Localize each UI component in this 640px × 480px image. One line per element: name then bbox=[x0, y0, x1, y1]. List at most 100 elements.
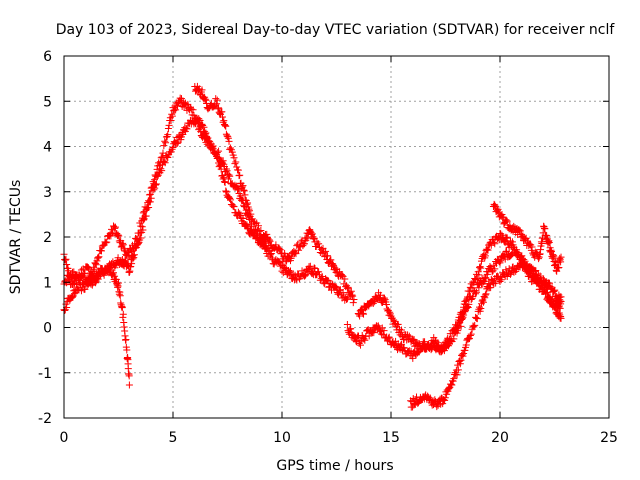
data-point bbox=[214, 155, 222, 163]
data-point bbox=[182, 124, 190, 132]
data-point bbox=[164, 153, 172, 161]
data-point bbox=[90, 265, 98, 273]
data-point bbox=[227, 144, 235, 152]
data-point bbox=[275, 245, 283, 253]
data-point bbox=[349, 299, 357, 307]
data-point bbox=[350, 296, 358, 304]
data-point bbox=[287, 267, 295, 275]
data-point bbox=[97, 247, 105, 255]
data-point bbox=[482, 274, 490, 282]
data-point bbox=[232, 158, 240, 166]
data-point bbox=[502, 233, 510, 241]
data-point bbox=[315, 240, 323, 248]
series-track-h bbox=[489, 200, 565, 275]
data-point bbox=[215, 147, 223, 155]
data-point bbox=[134, 239, 142, 247]
data-point bbox=[472, 290, 480, 298]
data-point bbox=[456, 360, 464, 368]
data-point bbox=[277, 260, 285, 268]
x-tick-label: 5 bbox=[169, 430, 178, 446]
data-point bbox=[189, 106, 197, 114]
data-point bbox=[495, 258, 503, 266]
data-point bbox=[532, 266, 540, 274]
data-point bbox=[516, 227, 524, 235]
data-point bbox=[236, 192, 244, 200]
data-point bbox=[475, 284, 483, 292]
data-point bbox=[542, 283, 550, 291]
data-point bbox=[183, 125, 191, 133]
data-point bbox=[320, 248, 328, 256]
data-point bbox=[460, 311, 468, 319]
data-point bbox=[308, 270, 316, 278]
data-point bbox=[221, 121, 229, 129]
data-point bbox=[545, 294, 553, 302]
data-point bbox=[306, 262, 314, 270]
data-point bbox=[255, 227, 263, 235]
data-point bbox=[240, 186, 248, 194]
data-point bbox=[202, 96, 210, 104]
data-point bbox=[227, 196, 235, 204]
data-point bbox=[222, 187, 230, 195]
data-point bbox=[472, 288, 480, 296]
data-point bbox=[220, 174, 228, 182]
data-point bbox=[410, 401, 418, 409]
data-point bbox=[551, 286, 559, 294]
data-point bbox=[150, 186, 158, 194]
data-point bbox=[405, 347, 413, 355]
data-point bbox=[300, 240, 308, 248]
data-point bbox=[236, 171, 244, 179]
data-point bbox=[545, 279, 553, 287]
grid-lines bbox=[64, 56, 609, 418]
data-point bbox=[477, 264, 485, 272]
data-point bbox=[147, 194, 155, 202]
data-point bbox=[557, 253, 565, 261]
data-point bbox=[151, 184, 159, 192]
data-point bbox=[477, 304, 485, 312]
data-point bbox=[116, 292, 124, 300]
data-point bbox=[248, 215, 256, 223]
data-point bbox=[94, 254, 102, 262]
data-point bbox=[445, 385, 453, 393]
data-point bbox=[79, 273, 87, 281]
data-point bbox=[241, 191, 249, 199]
data-point bbox=[476, 307, 484, 315]
data-point bbox=[502, 216, 510, 224]
data-point bbox=[467, 295, 475, 303]
data-point bbox=[544, 288, 552, 296]
data-point bbox=[545, 239, 553, 247]
data-point bbox=[557, 314, 565, 322]
data-point bbox=[361, 304, 369, 312]
data-point bbox=[234, 166, 242, 174]
data-point bbox=[244, 199, 252, 207]
data-point bbox=[491, 240, 499, 248]
data-point bbox=[125, 381, 133, 389]
data-point bbox=[274, 257, 282, 265]
data-point bbox=[70, 290, 78, 298]
data-point bbox=[369, 299, 377, 307]
data-point bbox=[146, 198, 154, 206]
data-point bbox=[536, 272, 544, 280]
data-point bbox=[356, 338, 364, 346]
data-point bbox=[329, 260, 337, 268]
data-point bbox=[102, 239, 110, 247]
data-point bbox=[344, 283, 352, 291]
x-tick-label: 25 bbox=[600, 430, 618, 446]
data-point bbox=[209, 144, 217, 152]
data-point bbox=[324, 252, 332, 260]
data-point bbox=[161, 137, 169, 145]
data-point bbox=[491, 201, 499, 209]
data-point bbox=[218, 113, 226, 121]
data-point bbox=[557, 300, 565, 308]
y-tick-label: -1 bbox=[38, 366, 52, 382]
data-point bbox=[356, 341, 364, 349]
data-point bbox=[555, 264, 563, 272]
data-point bbox=[245, 205, 253, 213]
data-point bbox=[174, 102, 182, 110]
data-point bbox=[486, 281, 494, 289]
axis-ticks bbox=[63, 55, 610, 419]
data-point bbox=[111, 223, 119, 231]
data-point bbox=[205, 137, 213, 145]
data-point bbox=[471, 287, 479, 295]
data-point bbox=[551, 304, 559, 312]
data-point bbox=[238, 183, 246, 191]
